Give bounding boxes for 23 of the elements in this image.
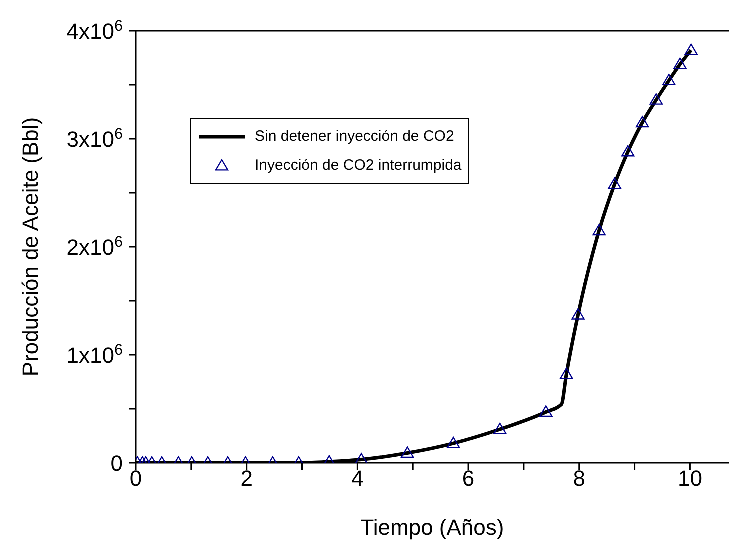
point bbox=[636, 116, 650, 128]
y-axis-title: Producción de Aceite (Bbl) bbox=[18, 117, 43, 377]
y-tick-label: 2x10$^{6}$ bbox=[66, 234, 123, 260]
point bbox=[608, 178, 622, 190]
y-tick-label: 4x10$^{6}$ bbox=[66, 18, 123, 44]
point bbox=[662, 74, 676, 86]
point bbox=[592, 224, 606, 236]
point bbox=[684, 44, 698, 56]
x-tick-label: 6 bbox=[462, 466, 475, 491]
legend-label: Inyección de CO2 interrumpida bbox=[255, 157, 462, 174]
legend-label: Sin detener inyección de CO2 bbox=[255, 128, 454, 145]
point bbox=[674, 58, 687, 70]
point bbox=[572, 308, 585, 320]
x-axis-title: Tiempo (Años) bbox=[360, 515, 504, 540]
x-tick-label: 2 bbox=[240, 466, 253, 491]
x-tick-label: 4 bbox=[352, 466, 364, 491]
point bbox=[650, 94, 663, 105]
point bbox=[622, 145, 635, 157]
x-tick-label: 0 bbox=[130, 466, 142, 491]
x-tick-label: 10 bbox=[678, 466, 702, 491]
y-tick-label: 3x10$^{6}$ bbox=[66, 126, 123, 152]
x-tick-label: 8 bbox=[573, 466, 586, 491]
y-tick-label: 1x10$^{6}$ bbox=[66, 342, 123, 368]
